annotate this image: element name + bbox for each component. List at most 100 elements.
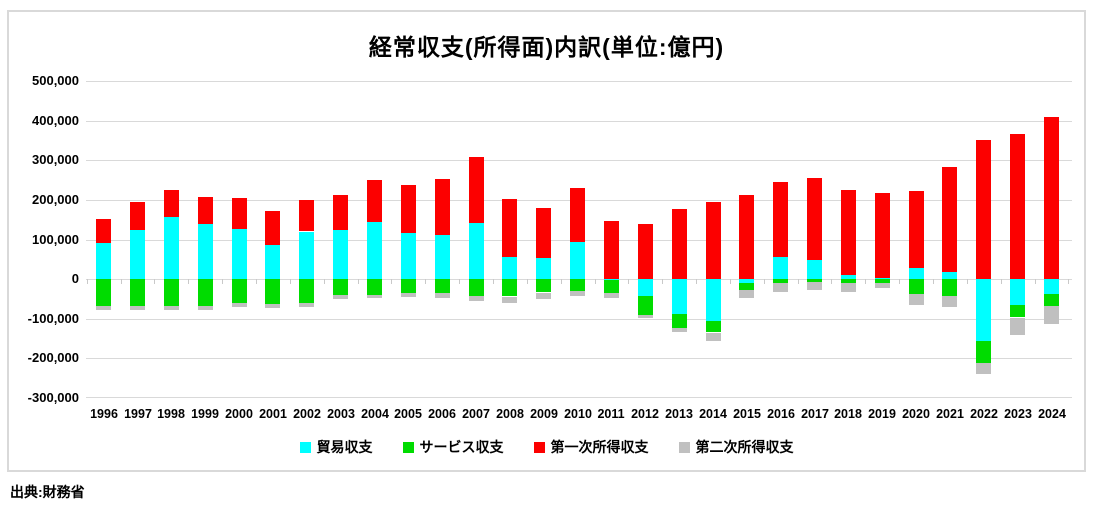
x-axis-tick <box>1068 279 1069 284</box>
bar-2024-サービス収支 <box>1044 294 1059 306</box>
bar-2022-サービス収支 <box>976 341 991 363</box>
x-axis-label-2023: 2023 <box>1004 407 1032 421</box>
bar-2006-第一次所得収支 <box>435 179 450 235</box>
x-axis-label-2019: 2019 <box>868 407 896 421</box>
bar-2019-サービス収支 <box>875 279 890 283</box>
bar-1999-第一次所得収支 <box>198 197 213 224</box>
x-axis-tick <box>933 279 934 284</box>
bar-2002-第一次所得収支 <box>299 200 314 231</box>
bar-1996-第一次所得収支 <box>96 219 111 243</box>
x-axis-label-2015: 2015 <box>733 407 761 421</box>
x-axis-tick <box>290 279 291 284</box>
bar-2012-サービス収支 <box>638 296 653 315</box>
x-axis-tick <box>324 279 325 284</box>
bar-2013-サービス収支 <box>672 314 687 328</box>
bar-2017-貿易収支 <box>807 260 822 279</box>
gridline--300000 <box>86 397 1072 398</box>
x-axis-label-2009: 2009 <box>530 407 558 421</box>
x-axis-label-2024: 2024 <box>1038 407 1066 421</box>
bar-2008-サービス収支 <box>502 279 517 296</box>
x-axis-label-2020: 2020 <box>902 407 930 421</box>
legend-item-サービス収支: サービス収支 <box>402 437 504 457</box>
bar-1998-第一次所得収支 <box>164 190 179 217</box>
bar-2014-第一次所得収支 <box>706 202 721 279</box>
x-axis-tick <box>595 279 596 284</box>
bar-2017-第二次所得収支 <box>807 282 822 290</box>
x-axis-tick <box>831 279 832 284</box>
bar-1996-第二次所得収支 <box>96 306 111 310</box>
bar-2023-第二次所得収支 <box>1010 318 1025 335</box>
bar-2003-サービス収支 <box>333 279 348 295</box>
bar-2015-第一次所得収支 <box>739 195 754 279</box>
x-axis-label-1996: 1996 <box>90 407 118 421</box>
bar-1999-サービス収支 <box>198 279 213 306</box>
legend-item-第二次所得収支: 第二次所得収支 <box>678 437 794 457</box>
x-axis-label-2021: 2021 <box>936 407 964 421</box>
bar-2000-サービス収支 <box>232 279 247 303</box>
bar-2004-第二次所得収支 <box>367 295 382 298</box>
gridline-300000 <box>86 160 1072 161</box>
x-axis-tick <box>865 279 866 284</box>
bar-2015-第二次所得収支 <box>739 290 754 298</box>
bar-2008-貿易収支 <box>502 257 517 279</box>
x-axis-tick <box>730 279 731 284</box>
bar-2021-貿易収支 <box>942 272 957 279</box>
x-axis-label-2001: 2001 <box>259 407 287 421</box>
bar-2022-第一次所得収支 <box>976 140 991 279</box>
bar-2013-第二次所得収支 <box>672 328 687 332</box>
legend-item-第一次所得収支: 第一次所得収支 <box>533 437 649 457</box>
x-axis-label-2014: 2014 <box>699 407 727 421</box>
bar-2020-貿易収支 <box>909 268 924 279</box>
x-axis-tick <box>1001 279 1002 284</box>
bar-2016-第一次所得収支 <box>773 182 788 257</box>
bar-2020-第二次所得収支 <box>909 294 924 305</box>
bar-2012-第一次所得収支 <box>638 224 653 279</box>
bar-2018-第一次所得収支 <box>841 190 856 275</box>
bar-2017-サービス収支 <box>807 279 822 282</box>
y-axis-label-500000: 500,000 <box>32 73 79 88</box>
bar-2019-第二次所得収支 <box>875 283 890 288</box>
bar-2009-サービス収支 <box>536 279 551 292</box>
y-axis-label-100000: 100,000 <box>32 232 79 247</box>
legend-swatch-icon <box>402 441 414 453</box>
x-axis-label-2008: 2008 <box>496 407 524 421</box>
x-axis-tick <box>425 279 426 284</box>
bar-2001-貿易収支 <box>265 245 280 279</box>
bar-2024-貿易収支 <box>1044 279 1059 294</box>
bar-2015-貿易収支 <box>739 279 754 283</box>
bar-2003-貿易収支 <box>333 230 348 279</box>
legend-swatch-icon <box>533 441 545 453</box>
bar-1996-サービス収支 <box>96 279 111 306</box>
y-axis-label-200000: 200,000 <box>32 192 79 207</box>
bar-2024-第二次所得収支 <box>1044 306 1059 324</box>
x-axis-tick <box>1035 279 1036 284</box>
x-axis-tick <box>696 279 697 284</box>
gridline--200000 <box>86 358 1072 359</box>
legend: 貿易収支 サービス収支 第一次所得収支 第二次所得収支 <box>9 437 1084 457</box>
bar-2024-第一次所得収支 <box>1044 117 1059 279</box>
bar-2004-貿易収支 <box>367 222 382 279</box>
gridline--100000 <box>86 319 1072 320</box>
bar-2005-サービス収支 <box>401 279 416 293</box>
legend-label: 第一次所得収支 <box>550 439 649 455</box>
chart-title: 経常収支(所得面)内訳(単位:億円) <box>368 34 725 60</box>
legend-label: 第二次所得収支 <box>695 439 794 455</box>
y-axis-label--300000: -300,000 <box>27 390 79 405</box>
bar-2003-第一次所得収支 <box>333 195 348 230</box>
bar-2008-第二次所得収支 <box>502 297 517 303</box>
x-axis-tick <box>493 279 494 284</box>
bar-2023-第一次所得収支 <box>1010 134 1025 279</box>
bar-2018-第二次所得収支 <box>841 283 856 292</box>
bar-2019-貿易収支 <box>875 278 890 279</box>
bar-2002-貿易収支 <box>299 232 314 280</box>
bar-2021-第二次所得収支 <box>942 296 957 307</box>
bar-2016-貿易収支 <box>773 257 788 279</box>
x-axis-tick <box>391 279 392 284</box>
x-axis-tick <box>87 279 88 284</box>
bar-2019-第一次所得収支 <box>875 193 890 278</box>
x-axis-label-2000: 2000 <box>225 407 253 421</box>
x-axis-label-2003: 2003 <box>327 407 355 421</box>
bar-1997-第一次所得収支 <box>130 202 145 230</box>
bar-2002-サービス収支 <box>299 279 314 303</box>
bar-2010-第二次所得収支 <box>570 291 585 296</box>
